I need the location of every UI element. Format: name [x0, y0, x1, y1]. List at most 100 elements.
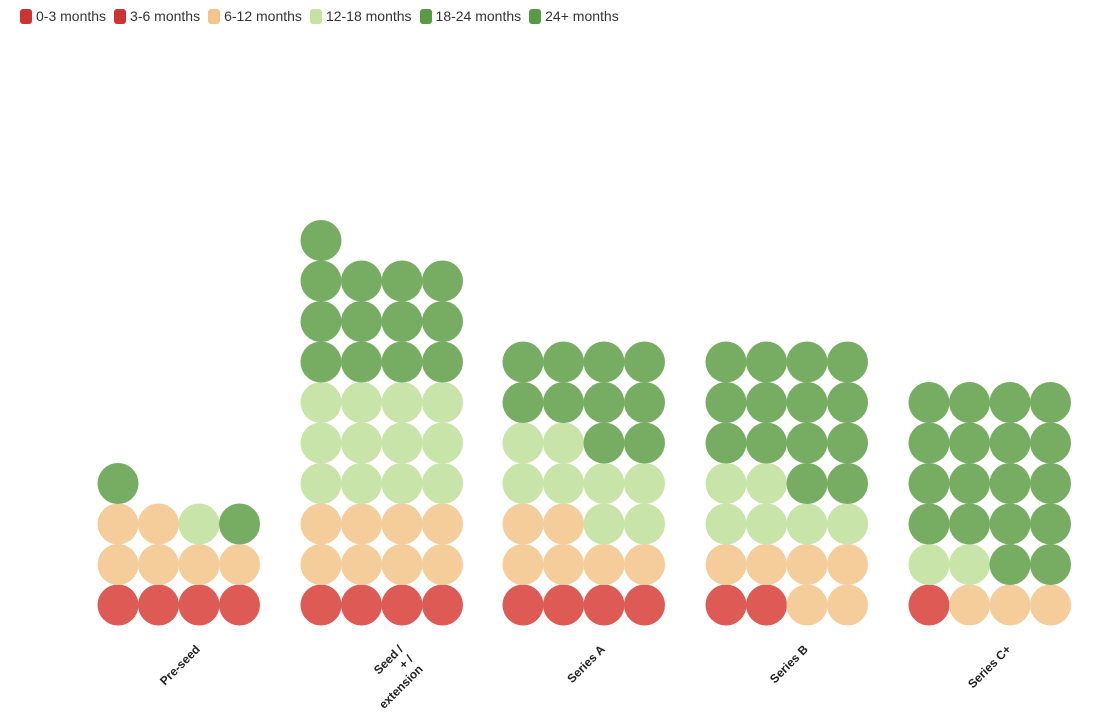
waffle-unit[interactable] — [422, 382, 463, 423]
waffle-unit[interactable] — [746, 382, 787, 423]
waffle-unit[interactable] — [624, 382, 665, 423]
waffle-unit[interactable] — [827, 341, 868, 383]
waffle-unit[interactable] — [381, 463, 423, 504]
waffle-unit[interactable] — [341, 503, 382, 545]
waffle-unit[interactable] — [908, 463, 950, 504]
waffle-unit[interactable] — [989, 544, 1031, 585]
waffle-unit[interactable] — [219, 544, 260, 585]
waffle-unit[interactable] — [341, 341, 382, 383]
waffle-unit[interactable] — [219, 503, 260, 545]
waffle-unit[interactable] — [381, 301, 423, 342]
waffle-unit[interactable] — [97, 544, 139, 585]
waffle-unit[interactable] — [827, 422, 868, 464]
waffle-unit[interactable] — [949, 463, 990, 504]
waffle-unit[interactable] — [300, 220, 342, 261]
waffle-unit[interactable] — [341, 463, 382, 504]
waffle-unit[interactable] — [705, 382, 747, 423]
waffle-unit[interactable] — [746, 584, 787, 626]
waffle-unit[interactable] — [502, 544, 544, 585]
waffle-unit[interactable] — [138, 544, 179, 585]
waffle-unit[interactable] — [989, 463, 1031, 504]
waffle-unit[interactable] — [341, 422, 382, 464]
waffle-unit[interactable] — [705, 503, 747, 545]
waffle-unit[interactable] — [341, 544, 382, 585]
legend-item[interactable]: 18-24 months — [419, 8, 521, 24]
waffle-unit[interactable] — [949, 584, 990, 626]
waffle-unit[interactable] — [908, 584, 950, 626]
waffle-unit[interactable] — [746, 503, 787, 545]
waffle-unit[interactable] — [300, 260, 342, 302]
waffle-unit[interactable] — [502, 341, 544, 383]
waffle-unit[interactable] — [624, 544, 665, 585]
waffle-unit[interactable] — [705, 544, 747, 585]
waffle-unit[interactable] — [989, 503, 1031, 545]
legend-item[interactable]: 24+ months — [529, 8, 619, 24]
waffle-unit[interactable] — [583, 341, 625, 383]
waffle-unit[interactable] — [1030, 422, 1071, 464]
waffle-unit[interactable] — [746, 341, 787, 383]
waffle-unit[interactable] — [300, 584, 342, 626]
waffle-unit[interactable] — [97, 503, 139, 545]
waffle-unit[interactable] — [705, 422, 747, 464]
waffle-unit[interactable] — [786, 382, 828, 423]
waffle-unit[interactable] — [746, 422, 787, 464]
waffle-unit[interactable] — [178, 503, 220, 545]
waffle-unit[interactable] — [827, 463, 868, 504]
waffle-unit[interactable] — [786, 584, 828, 626]
waffle-unit[interactable] — [746, 463, 787, 504]
waffle-unit[interactable] — [300, 422, 342, 464]
waffle-unit[interactable] — [827, 544, 868, 585]
waffle-unit[interactable] — [543, 584, 584, 626]
waffle-unit[interactable] — [705, 584, 747, 626]
waffle-unit[interactable] — [908, 382, 950, 423]
waffle-unit[interactable] — [502, 382, 544, 423]
waffle-unit[interactable] — [908, 544, 950, 585]
waffle-unit[interactable] — [300, 301, 342, 342]
waffle-unit[interactable] — [786, 544, 828, 585]
waffle-unit[interactable] — [422, 260, 463, 302]
legend-item[interactable]: 6-12 months — [208, 8, 302, 24]
waffle-unit[interactable] — [705, 463, 747, 504]
waffle-unit[interactable] — [786, 503, 828, 545]
waffle-unit[interactable] — [502, 503, 544, 545]
waffle-unit[interactable] — [746, 544, 787, 585]
waffle-unit[interactable] — [300, 503, 342, 545]
waffle-unit[interactable] — [705, 341, 747, 383]
waffle-unit[interactable] — [422, 422, 463, 464]
waffle-unit[interactable] — [583, 584, 625, 626]
legend-item[interactable]: 0-3 months — [20, 8, 106, 24]
waffle-unit[interactable] — [543, 544, 584, 585]
waffle-unit[interactable] — [543, 341, 584, 383]
waffle-unit[interactable] — [786, 422, 828, 464]
waffle-unit[interactable] — [300, 341, 342, 383]
waffle-unit[interactable] — [583, 463, 625, 504]
waffle-unit[interactable] — [381, 503, 423, 545]
legend-item[interactable]: 12-18 months — [309, 8, 412, 24]
waffle-unit[interactable] — [219, 584, 260, 626]
waffle-unit[interactable] — [908, 503, 950, 545]
waffle-unit[interactable] — [502, 463, 544, 504]
waffle-unit[interactable] — [341, 260, 382, 302]
waffle-unit[interactable] — [1030, 463, 1071, 504]
waffle-unit[interactable] — [422, 544, 463, 585]
waffle-unit[interactable] — [381, 341, 423, 383]
waffle-unit[interactable] — [1030, 584, 1071, 626]
waffle-unit[interactable] — [583, 422, 625, 464]
waffle-unit[interactable] — [178, 544, 220, 585]
waffle-unit[interactable] — [583, 544, 625, 585]
waffle-unit[interactable] — [178, 584, 220, 626]
waffle-unit[interactable] — [827, 382, 868, 423]
waffle-unit[interactable] — [1030, 503, 1071, 545]
waffle-unit[interactable] — [341, 301, 382, 342]
waffle-unit[interactable] — [341, 584, 382, 626]
waffle-unit[interactable] — [827, 584, 868, 626]
waffle-unit[interactable] — [300, 382, 342, 423]
waffle-unit[interactable] — [502, 584, 544, 626]
waffle-unit[interactable] — [1030, 544, 1071, 585]
waffle-unit[interactable] — [341, 382, 382, 423]
waffle-unit[interactable] — [422, 584, 463, 626]
waffle-unit[interactable] — [543, 463, 584, 504]
waffle-unit[interactable] — [422, 463, 463, 504]
waffle-unit[interactable] — [989, 422, 1031, 464]
waffle-unit[interactable] — [97, 584, 139, 626]
